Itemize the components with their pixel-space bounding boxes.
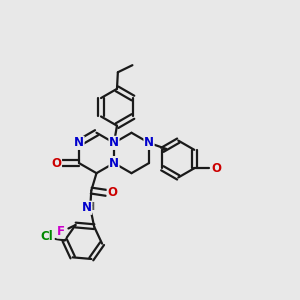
Text: N: N <box>74 136 84 149</box>
Text: O: O <box>211 162 221 175</box>
Text: N: N <box>144 136 154 149</box>
Text: F: F <box>57 225 65 238</box>
Text: N: N <box>109 136 119 149</box>
Text: Cl: Cl <box>40 230 53 243</box>
Text: O: O <box>52 157 61 169</box>
Text: N: N <box>82 201 92 214</box>
Text: O: O <box>107 186 117 200</box>
Text: H: H <box>85 202 95 212</box>
Text: N: N <box>109 157 119 169</box>
